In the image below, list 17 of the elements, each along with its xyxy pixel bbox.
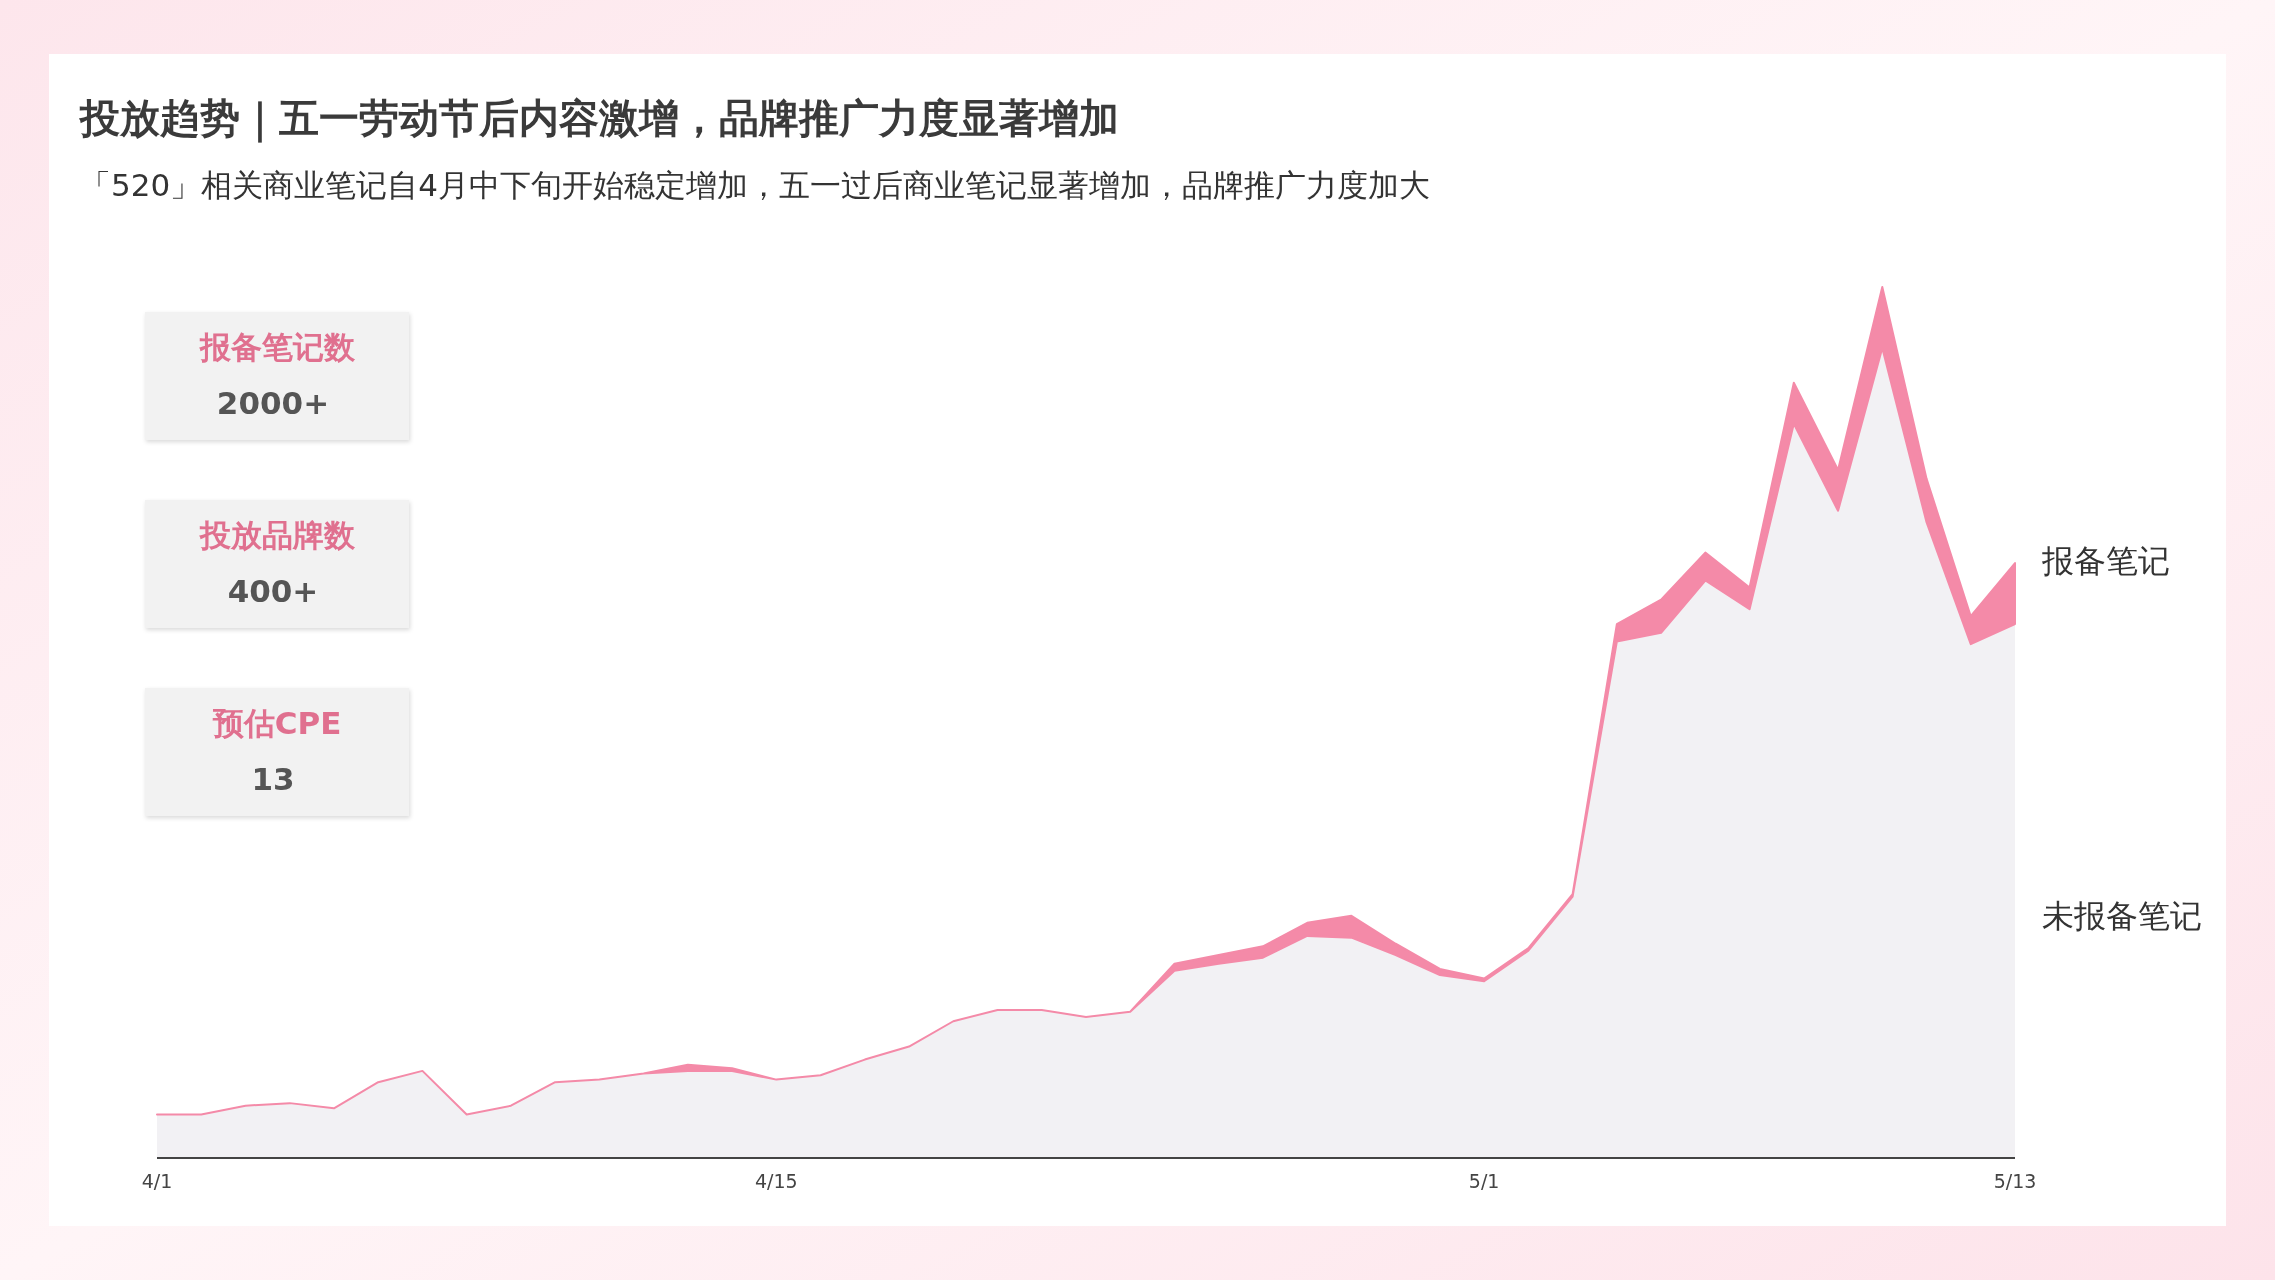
series-label: 报备笔记 xyxy=(2041,542,2170,581)
annotation: 13 xyxy=(251,761,295,797)
x-tick-label: 4/15 xyxy=(755,1170,798,1192)
annotation: 预估CPE xyxy=(211,705,342,741)
text-card: 预估CPE 13 xyxy=(145,688,409,816)
annotation: 2000+ xyxy=(216,385,330,421)
text-card: 报备笔记数 2000+ xyxy=(145,312,409,440)
text-card: 投放品牌数 400+ xyxy=(145,500,409,628)
x-tick-label: 5/1 xyxy=(1468,1170,1500,1192)
chart-title: 投放趋势｜五一劳动节后内容激增，品牌推广力度显著增加 xyxy=(78,95,1119,143)
chart-subtitle: 「520」相关商业笔记自4月中下旬开始稳定增加，五一过后商业笔记显著增加，品牌推广力度加大 xyxy=(80,167,1430,203)
annotation: 400+ xyxy=(227,573,319,609)
annotation: 投放品牌数 xyxy=(198,517,356,553)
x-tick-label: 4/1 xyxy=(141,1170,173,1192)
series-label: 未报备笔记 xyxy=(2042,896,2202,935)
annotation: 报备笔记数 xyxy=(198,329,356,365)
x-tick-label: 5/13 xyxy=(1993,1170,2037,1192)
